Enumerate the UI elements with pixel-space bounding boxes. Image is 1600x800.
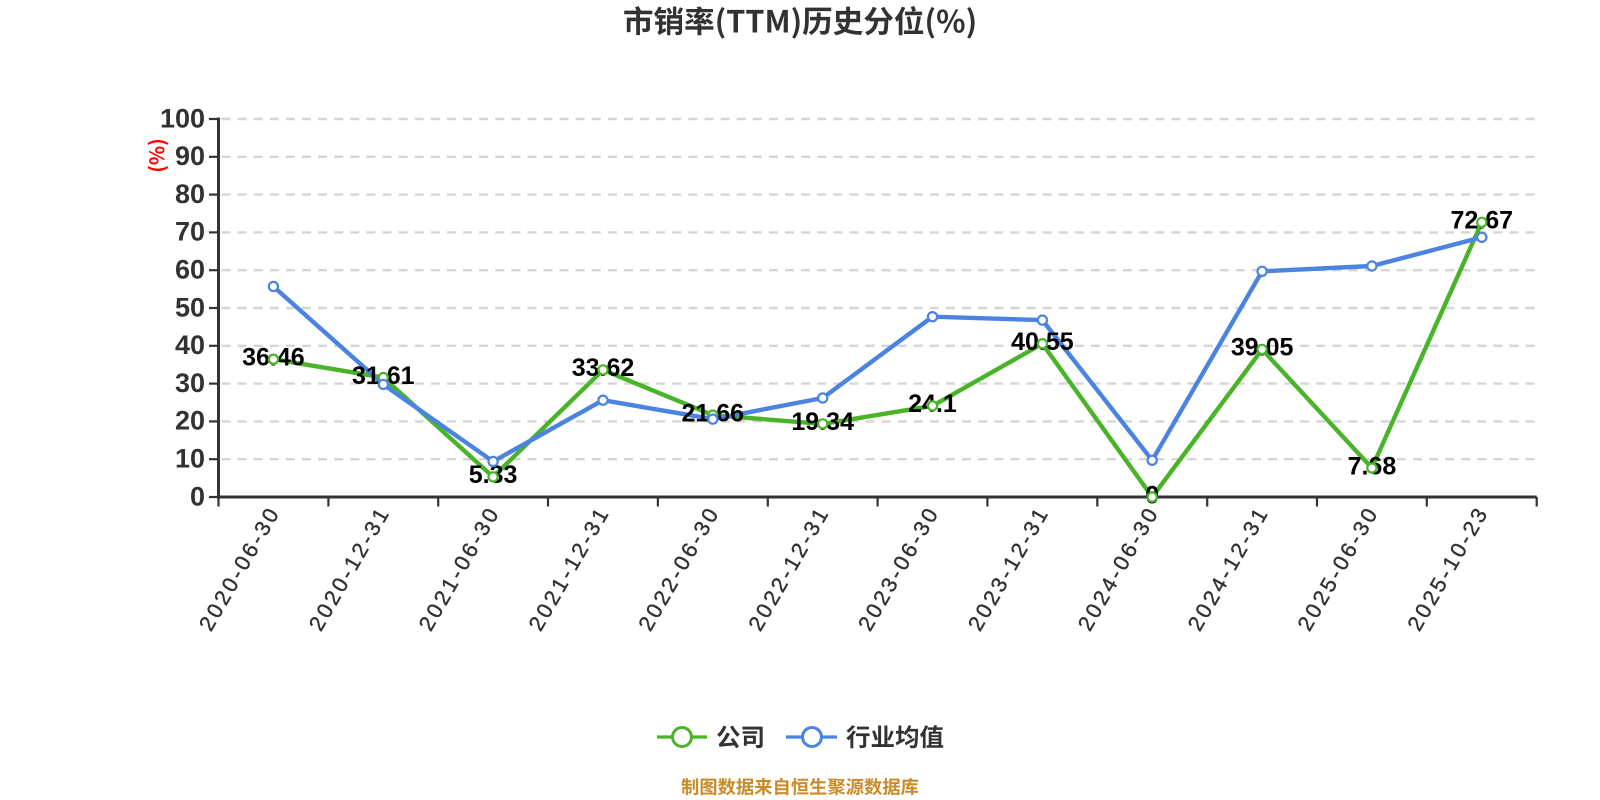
svg-text:60: 60 [175, 255, 205, 285]
svg-text:70: 70 [175, 217, 205, 247]
svg-text:0: 0 [190, 481, 205, 511]
svg-text:20: 20 [175, 406, 205, 436]
svg-text:90: 90 [175, 141, 205, 171]
svg-text:40: 40 [175, 330, 205, 360]
svg-text:30: 30 [175, 368, 205, 398]
svg-text:100: 100 [160, 103, 205, 133]
svg-text:10: 10 [175, 444, 205, 474]
svg-text:50: 50 [175, 292, 205, 322]
svg-text:80: 80 [175, 179, 205, 209]
